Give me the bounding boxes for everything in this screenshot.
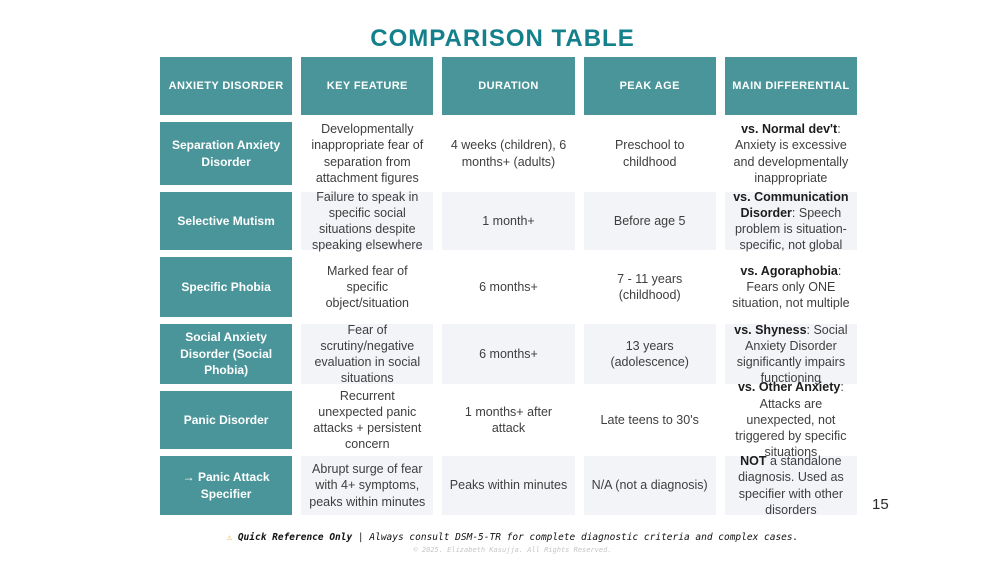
cell-main-differential: vs. Normal dev't: Anxiety is excessive a… [724, 121, 857, 186]
col-header-key-feature: KEY FEATURE [301, 57, 434, 115]
differential-bold-text: vs. Agoraphobia [740, 263, 838, 278]
cell-duration: Peaks within minutes [442, 456, 575, 515]
row-header-selective-mutism: Selective Mutism [160, 192, 293, 250]
differential-rest-text: a standalone diagnosis. Used as specifie… [738, 454, 844, 517]
differential-text: vs. Other Anxiety: Attacks are unexpecte… [731, 379, 851, 460]
cell-peak-age: Preschool to childhood [583, 122, 716, 185]
col-header-main-differential: MAIN DIFFERENTIAL [724, 57, 857, 115]
row-header-separation-anxiety-disorder: Separation Anxiety Disorder [160, 122, 293, 185]
cell-duration: 6 months+ [442, 257, 575, 317]
cell-peak-age: Late teens to 30's [583, 391, 716, 449]
differential-bold-text: vs. Shyness [734, 322, 807, 337]
differential-rest-text: : Fears only ONE situation, not multiple [732, 263, 850, 311]
footer-notice: ⚠ Quick Reference Only | Always consult … [20, 532, 1005, 543]
differential-rest-text: : Attacks are unexpected, not triggered … [735, 380, 847, 460]
warning-icon: ⚠ [226, 533, 233, 543]
cell-main-differential: vs. Other Anxiety: Attacks are unexpecte… [724, 380, 857, 459]
cell-peak-age: 13 years (adolescence) [583, 324, 716, 384]
cell-peak-age: N/A (not a diagnosis) [583, 456, 716, 515]
copyright-line: © 2025. Elizabeth Kasujja. All Rights Re… [413, 546, 612, 554]
cell-key-feature: Recurrent unexpected panic attacks + per… [301, 389, 434, 451]
page-title: COMPARISON TABLE [370, 25, 635, 52]
footer-notice-bold: Quick Reference Only [237, 532, 353, 543]
differential-bold-text: vs. Other Anxiety [737, 380, 841, 395]
cell-key-feature: Failure to speak in specific social situ… [301, 190, 434, 252]
differential-rest-text: : Anxiety is excessive and developmental… [733, 122, 849, 185]
differential-text: NOT a standalone diagnosis. Used as spec… [731, 453, 851, 518]
page-number: 15 [872, 496, 889, 513]
cell-key-feature: Marked fear of specific object/situation [301, 257, 434, 317]
row-header-panic-attack-specifier: → Panic Attack Specifier [160, 456, 293, 515]
footer-notice-separator: | [352, 532, 370, 543]
cell-duration: 1 month+ [442, 192, 575, 250]
differential-text: vs. Normal dev't: Anxiety is excessive a… [731, 121, 851, 186]
differential-rest-text: : Speech problem is situation-specific, … [734, 205, 847, 253]
cell-duration: 6 months+ [442, 324, 575, 384]
differential-bold-text: vs. Communication Disorder [733, 189, 849, 220]
comparison-table: ANXIETY DISORDER KEY FEATURE DURATION PE… [160, 57, 857, 518]
cell-peak-age: Before age 5 [583, 192, 716, 250]
row-header-specific-phobia: Specific Phobia [160, 257, 293, 317]
cell-duration: 4 weeks (children), 6 months+ (adults) [442, 122, 575, 185]
cell-key-feature: Fear of scrutiny/negative evaluation in … [301, 323, 434, 385]
footer-notice-rest: Always consult DSM-5-TR for complete dia… [369, 532, 799, 543]
differential-rest-text: : Social Anxiety Disorder significantly … [736, 322, 848, 386]
col-header-anxiety-disorder: ANXIETY DISORDER [160, 57, 293, 115]
col-header-duration: DURATION [442, 57, 575, 115]
cell-main-differential: vs. Communication Disorder: Speech probl… [724, 190, 857, 252]
cell-main-differential: NOT a standalone diagnosis. Used as spec… [724, 453, 857, 518]
differential-bold-text: NOT [740, 454, 767, 468]
row-header-panic-disorder: Panic Disorder [160, 391, 293, 449]
cell-key-feature: Developmentally inappropriate fear of se… [301, 122, 434, 185]
cell-duration: 1 months+ after attack [442, 391, 575, 449]
cell-key-feature: Abrupt surge of fear with 4+ symptoms, p… [301, 456, 434, 515]
row-header-social-anxiety-disorder: Social Anxiety Disorder (Social Phobia) [160, 324, 293, 384]
differential-text: vs. Agoraphobia: Fears only ONE situatio… [731, 263, 851, 312]
cell-main-differential: vs. Agoraphobia: Fears only ONE situatio… [724, 257, 857, 317]
cell-peak-age: 7 - 11 years (childhood) [583, 257, 716, 317]
cell-main-differential: vs. Shyness: Social Anxiety Disorder sig… [724, 322, 857, 387]
col-header-peak-age: PEAK AGE [583, 57, 716, 115]
differential-bold-text: vs. Normal dev't [741, 122, 838, 136]
differential-text: vs. Shyness: Social Anxiety Disorder sig… [731, 322, 851, 387]
differential-text: vs. Communication Disorder: Speech probl… [731, 189, 851, 254]
